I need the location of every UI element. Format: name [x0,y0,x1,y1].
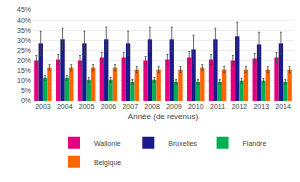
svg-text:Wallonie: Wallonie [94,140,121,147]
svg-text:20%: 20% [17,57,31,64]
svg-text:15%: 15% [17,67,31,74]
svg-text:5%: 5% [21,87,31,94]
svg-text:2011: 2011 [210,103,225,110]
svg-text:2005: 2005 [79,103,95,110]
svg-text:2007: 2007 [122,103,138,110]
svg-text:25%: 25% [17,47,31,54]
svg-text:10%: 10% [17,77,31,84]
svg-text:2008: 2008 [144,103,160,110]
svg-text:0%: 0% [21,97,31,104]
svg-text:2006: 2006 [101,103,117,110]
svg-text:2003: 2003 [35,103,51,110]
svg-text:35%: 35% [17,27,31,34]
svg-text:Flandre: Flandre [243,140,267,147]
svg-text:2004: 2004 [57,103,73,110]
svg-text:30%: 30% [17,37,31,44]
svg-text:2009: 2009 [166,103,182,110]
svg-text:Belgique: Belgique [94,159,121,167]
svg-text:2013: 2013 [253,103,269,110]
svg-text:40%: 40% [17,17,31,24]
svg-text:Année (de revenus): Année (de revenus) [128,112,199,121]
svg-text:2010: 2010 [188,103,204,110]
svg-text:45%: 45% [17,6,31,13]
svg-text:2012: 2012 [232,103,248,110]
svg-text:Bruxelles: Bruxelles [168,140,197,147]
svg-text:2014: 2014 [275,103,291,110]
